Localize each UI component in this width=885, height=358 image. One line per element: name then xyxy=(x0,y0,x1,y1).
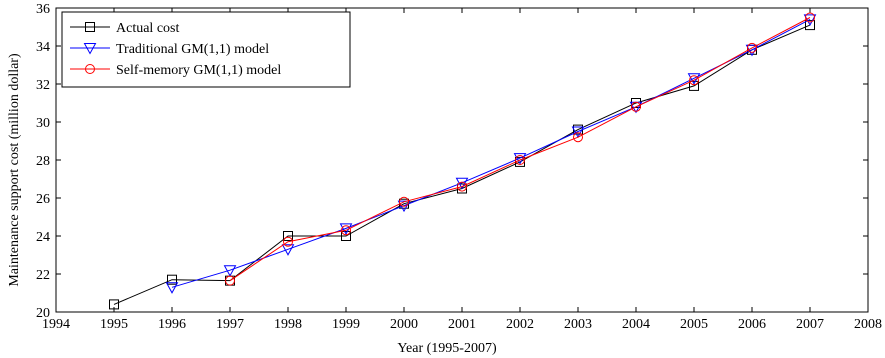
series-line xyxy=(229,17,811,282)
legend-marker xyxy=(85,22,95,32)
data-point xyxy=(399,196,409,207)
x-tick-label: 2000 xyxy=(390,317,418,332)
legend-box xyxy=(61,11,351,88)
x-tick-label: 2003 xyxy=(564,317,592,332)
data-point xyxy=(631,98,641,108)
data-point xyxy=(283,231,293,241)
legend-entry: Self-memory GM(1,1) model xyxy=(116,63,281,78)
x-tick-label: 2006 xyxy=(738,317,766,332)
y-tick-label: 22 xyxy=(36,268,50,283)
data-point xyxy=(573,132,583,143)
x-tick-label: 1995 xyxy=(100,317,128,332)
x-tick-label: 1996 xyxy=(158,317,186,332)
series-layer xyxy=(109,12,817,310)
y-tick-label: 24 xyxy=(36,230,50,245)
x-tick-label: 2008 xyxy=(854,317,882,332)
legend-entry: Traditional GM(1,1) model xyxy=(116,42,269,57)
x-tick-label: 2004 xyxy=(622,317,650,332)
data-point xyxy=(571,126,585,139)
data-point xyxy=(805,20,815,31)
y-tick-label: 30 xyxy=(36,116,50,131)
legend-marker xyxy=(83,43,97,55)
data-point xyxy=(805,12,815,23)
data-point xyxy=(803,14,817,26)
axes: 1994 1995 1996 1997 1998 1999 2000 2001 2002 2003… xyxy=(36,2,882,332)
data-point xyxy=(689,80,699,91)
data-point xyxy=(689,75,699,86)
data-point xyxy=(223,265,237,277)
data-point xyxy=(109,299,119,310)
data-point xyxy=(225,275,235,286)
series-3 xyxy=(225,12,815,286)
y-axis-label: Maintenance support cost (million dollar… xyxy=(7,53,22,287)
x-tick-label: 2002 xyxy=(506,317,534,332)
legend-entry: Actual cost xyxy=(116,21,179,36)
data-point xyxy=(341,231,351,241)
x-tick-label: 2007 xyxy=(796,317,824,332)
data-point xyxy=(397,200,411,213)
y-tick-label: 26 xyxy=(36,192,50,207)
x-tick-label: 1997 xyxy=(216,317,244,332)
data-point xyxy=(165,282,179,294)
data-point xyxy=(281,244,295,256)
legend: Actual cost Traditional GM(1,1) model Self… xyxy=(61,11,351,88)
y-tick-label: 34 xyxy=(36,40,50,55)
data-point xyxy=(167,274,177,285)
x-axis-label: Year (1995-2007) xyxy=(397,341,497,356)
data-point xyxy=(745,44,759,57)
x-tick-label: 1994 xyxy=(42,317,70,332)
data-point xyxy=(457,181,467,192)
series-2 xyxy=(165,14,817,294)
x-tick-label: 1999 xyxy=(332,317,360,332)
x-tick-label: 2005 xyxy=(680,317,708,332)
y-tick-label: 28 xyxy=(36,154,50,169)
series-line xyxy=(171,18,811,288)
y-tick-label: 20 xyxy=(36,306,50,321)
x-tick-label: 1998 xyxy=(274,317,302,332)
y-tick-label: 32 xyxy=(36,78,50,93)
legend-marker xyxy=(85,64,95,74)
data-point xyxy=(341,225,351,236)
data-point xyxy=(283,236,293,247)
y-tick-label: 36 xyxy=(36,2,50,17)
data-point xyxy=(747,42,757,53)
data-point xyxy=(631,101,641,112)
x-tick-label: 2001 xyxy=(448,317,476,332)
data-point xyxy=(515,155,525,165)
